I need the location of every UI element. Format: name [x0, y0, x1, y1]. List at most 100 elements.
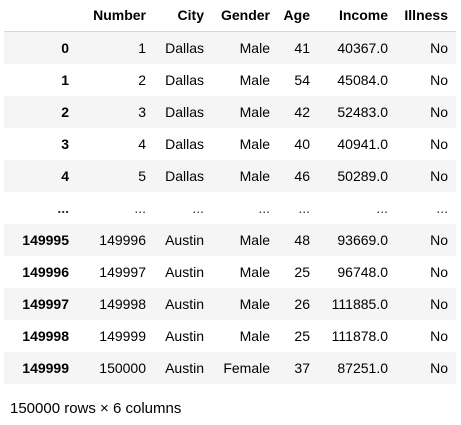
cell-number: 1	[138, 40, 146, 56]
cell-illness: No	[430, 72, 448, 88]
row-index: 1	[61, 72, 69, 88]
cell-city: Austin	[165, 264, 204, 280]
row-index: 3	[61, 136, 69, 152]
row-index: 4	[61, 168, 69, 184]
cell-age: 54	[294, 72, 310, 88]
cell-age: 25	[294, 264, 310, 280]
cell-age: 42	[294, 104, 310, 120]
cell-income: 111885.0	[331, 296, 388, 312]
header-city: City	[154, 0, 212, 32]
cell-gender: Male	[239, 40, 270, 56]
header-number: Number	[77, 0, 154, 32]
ellipsis-row: ... ... ... ... ... ... ...	[4, 192, 456, 224]
cell-income: 111878.0	[331, 328, 388, 344]
cell-city: Austin	[165, 360, 204, 376]
cell-gender: Male	[239, 136, 270, 152]
cell-number: ...	[134, 200, 146, 216]
cell-illness: No	[430, 264, 448, 280]
table-row: 149999 150000 Austin Female 37 87251.0 N…	[4, 352, 456, 384]
cell-income: 93669.0	[337, 232, 388, 248]
cell-age: 48	[294, 232, 310, 248]
cell-illness: No	[430, 328, 448, 344]
cell-age: 41	[294, 40, 310, 56]
table-row: 3 4 Dallas Male 40 40941.0 No	[4, 128, 456, 160]
cell-gender: Male	[239, 328, 270, 344]
cell-number: 149999	[99, 328, 146, 344]
table-row: 149995 149996 Austin Male 48 93669.0 No	[4, 224, 456, 256]
row-index: 149998	[22, 328, 69, 344]
cell-city: Austin	[165, 328, 204, 344]
header-income: Income	[318, 0, 396, 32]
cell-city: Dallas	[165, 72, 204, 88]
cell-city: Dallas	[165, 168, 204, 184]
cell-age: ...	[298, 200, 310, 216]
cell-income: ...	[376, 200, 388, 216]
cell-income: 40367.0	[337, 40, 388, 56]
table-row: 1 2 Dallas Male 54 45084.0 No	[4, 64, 456, 96]
dataframe-output: Number City Gender Age Income Illness 0 …	[4, 0, 456, 384]
cell-number: 149996	[99, 232, 146, 248]
cell-gender: Male	[239, 168, 270, 184]
table-row: 149996 149997 Austin Male 25 96748.0 No	[4, 256, 456, 288]
row-index: ...	[57, 200, 69, 216]
cell-city: Dallas	[165, 40, 204, 56]
cell-illness: No	[430, 104, 448, 120]
header-row: Number City Gender Age Income Illness	[4, 0, 456, 32]
table-row: 0 1 Dallas Male 41 40367.0 No	[4, 31, 456, 64]
cell-income: 52483.0	[337, 104, 388, 120]
cell-illness: No	[430, 40, 448, 56]
table-row: 2 3 Dallas Male 42 52483.0 No	[4, 96, 456, 128]
header-gender: Gender	[212, 0, 278, 32]
cell-gender: Male	[239, 72, 270, 88]
table-body: 0 1 Dallas Male 41 40367.0 No 1 2 Dallas…	[4, 31, 456, 384]
cell-city: Austin	[165, 232, 204, 248]
cell-age: 26	[294, 296, 310, 312]
cell-income: 96748.0	[337, 264, 388, 280]
cell-city: Austin	[165, 296, 204, 312]
row-index: 2	[61, 104, 69, 120]
cell-age: 37	[294, 360, 310, 376]
table-header: Number City Gender Age Income Illness	[4, 0, 456, 32]
cell-illness: No	[430, 136, 448, 152]
cell-city: Dallas	[165, 104, 204, 120]
cell-number: 2	[138, 72, 146, 88]
cell-illness: ...	[436, 200, 448, 216]
cell-city: ...	[192, 200, 204, 216]
header-index	[4, 0, 77, 32]
cell-income: 45084.0	[337, 72, 388, 88]
cell-number: 150000	[99, 360, 146, 376]
header-age: Age	[278, 0, 318, 32]
cell-illness: No	[430, 232, 448, 248]
cell-age: 25	[294, 328, 310, 344]
cell-age: 40	[294, 136, 310, 152]
cell-number: 4	[138, 136, 146, 152]
cell-gender: Male	[239, 296, 270, 312]
row-index: 149996	[22, 264, 69, 280]
cell-gender: Male	[239, 232, 270, 248]
cell-gender: ...	[258, 200, 270, 216]
cell-illness: No	[430, 168, 448, 184]
table-row: 4 5 Dallas Male 46 50289.0 No	[4, 160, 456, 192]
cell-gender: Female	[223, 360, 270, 376]
cell-gender: Male	[239, 264, 270, 280]
table-row: 149997 149998 Austin Male 26 111885.0 No	[4, 288, 456, 320]
cell-number: 3	[138, 104, 146, 120]
cell-income: 40941.0	[337, 136, 388, 152]
cell-age: 46	[294, 168, 310, 184]
row-index: 149995	[22, 232, 69, 248]
cell-number: 149997	[99, 264, 146, 280]
cell-illness: No	[430, 360, 448, 376]
row-index: 149997	[22, 296, 69, 312]
cell-income: 87251.0	[337, 360, 388, 376]
cell-gender: Male	[239, 104, 270, 120]
row-index: 0	[61, 40, 69, 56]
cell-city: Dallas	[165, 136, 204, 152]
cell-illness: No	[430, 296, 448, 312]
table-row: 149998 149999 Austin Male 25 111878.0 No	[4, 320, 456, 352]
dataframe-table: Number City Gender Age Income Illness 0 …	[4, 0, 456, 384]
dataframe-shape-text: 150000 rows × 6 columns	[10, 400, 182, 417]
cell-number: 5	[138, 168, 146, 184]
cell-number: 149998	[99, 296, 146, 312]
cell-income: 50289.0	[337, 168, 388, 184]
row-index: 149999	[22, 360, 69, 376]
